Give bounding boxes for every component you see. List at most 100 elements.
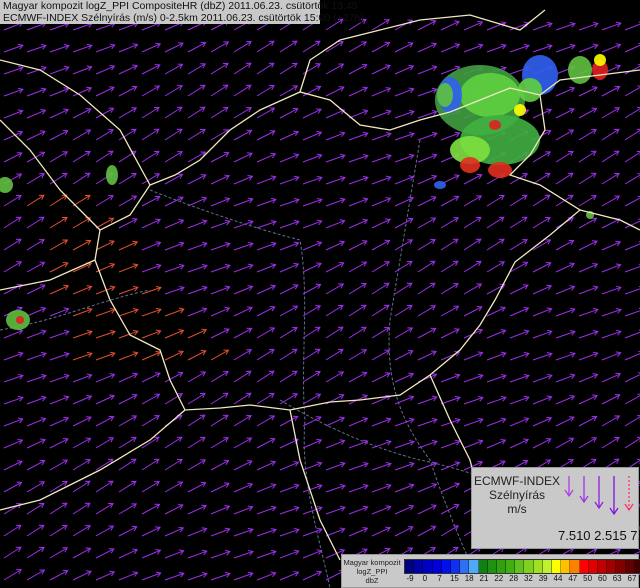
wind-arrow xyxy=(578,329,599,339)
wind-arrow xyxy=(95,437,115,449)
wind-arrow xyxy=(164,42,184,53)
wind-arrow xyxy=(95,548,115,559)
wind-arrow xyxy=(348,240,368,251)
wind-arrow xyxy=(532,194,551,207)
wind-arrow xyxy=(164,151,183,163)
wind-arrow xyxy=(49,172,68,185)
wind-arrow xyxy=(532,395,553,405)
wind-arrow xyxy=(463,460,484,471)
wind-legend-arrow xyxy=(579,476,589,504)
wind-arrow xyxy=(72,108,92,119)
wind-arrow xyxy=(49,438,69,449)
wind-legend: ECMWF-INDEX Szélnyírás m/s 7.510 2.515 7… xyxy=(471,467,640,549)
wind-arrow xyxy=(532,262,552,273)
colorbar-label-line: Magyar kompozit xyxy=(343,558,401,567)
wind-arrow xyxy=(210,527,231,537)
wind-arrow xyxy=(624,307,640,317)
wind-arrow xyxy=(371,87,392,97)
colorbar-tick-label: 44 xyxy=(553,574,563,583)
wind-arrow xyxy=(72,502,91,515)
wind-arrow xyxy=(463,417,484,427)
wind-arrow xyxy=(371,349,391,361)
wind-arrow xyxy=(187,481,207,493)
wind-arrow xyxy=(325,548,346,559)
wind-arrow xyxy=(95,394,115,405)
wind-arrow xyxy=(509,373,530,383)
wind-arrow xyxy=(141,393,161,405)
wind-arrow xyxy=(302,393,322,405)
wind-arrow xyxy=(233,306,253,317)
wind-arrow xyxy=(486,395,507,405)
wind-arrow xyxy=(256,460,277,471)
wind-arrow xyxy=(486,261,506,273)
wind-arrow xyxy=(3,351,24,361)
wind-arrow xyxy=(141,64,161,75)
wind-legend-subtitle: Szélnyírás xyxy=(488,488,546,502)
wind-arrow xyxy=(463,439,484,449)
wind-arrow xyxy=(72,217,92,229)
wind-arrow xyxy=(210,285,231,295)
wind-arrow xyxy=(187,459,207,471)
wind-arrow xyxy=(279,348,298,361)
wind-arrow xyxy=(164,393,184,405)
wind-arrow xyxy=(26,329,47,339)
wind-arrow xyxy=(348,349,368,361)
wind-arrow xyxy=(3,65,24,75)
wind-arrow xyxy=(348,261,368,273)
wind-arrow xyxy=(348,218,369,229)
wind-arrow xyxy=(555,437,575,449)
wind-arrow xyxy=(279,153,300,163)
colorbar-cell xyxy=(607,560,617,573)
wind-arrow xyxy=(118,458,137,471)
wind-arrow xyxy=(601,263,622,273)
wind-arrow xyxy=(72,416,92,427)
wind-arrow xyxy=(118,263,139,273)
wind-arrow xyxy=(624,393,640,405)
wind-arrow xyxy=(26,438,47,449)
colorbar-cell xyxy=(478,560,488,573)
wind-arrow xyxy=(164,218,185,229)
wind-arrow xyxy=(371,261,390,273)
wind-arrow xyxy=(440,260,459,273)
wind-arrow xyxy=(555,21,576,31)
wind-arrow xyxy=(417,42,438,53)
wind-arrow xyxy=(371,131,392,141)
wind-arrow xyxy=(187,219,208,229)
colorbar-tick-label: 60 xyxy=(597,574,607,583)
wind-arrow xyxy=(141,218,162,229)
wind-arrow xyxy=(3,216,22,229)
colorbar-cell xyxy=(487,560,497,573)
wind-arrow xyxy=(26,109,47,119)
wind-arrow xyxy=(624,350,640,361)
wind-arrow xyxy=(348,197,369,207)
colorbar-cell xyxy=(634,560,640,573)
wind-arrow xyxy=(187,436,206,449)
wind-arrow xyxy=(187,392,206,405)
wind-arrow xyxy=(49,524,68,537)
wind-arrow xyxy=(578,217,598,229)
radar-echo xyxy=(0,177,13,193)
wind-arrow xyxy=(210,328,230,339)
wind-arrow xyxy=(509,329,530,339)
wind-arrow xyxy=(95,150,114,163)
wind-arrow xyxy=(302,197,323,207)
wind-arrow xyxy=(417,87,438,97)
wind-arrow xyxy=(302,131,323,141)
colorbar-cell xyxy=(542,560,552,573)
radar-echo xyxy=(488,162,512,178)
wind-arrow xyxy=(26,284,46,295)
wind-arrow xyxy=(601,285,622,295)
wind-arrow xyxy=(233,349,253,361)
wind-arrow xyxy=(26,239,45,251)
wind-arrow xyxy=(256,505,277,515)
wind-arrow xyxy=(141,436,160,449)
wind-arrow xyxy=(256,571,277,581)
wind-arrow xyxy=(26,173,45,185)
wind-arrow xyxy=(348,417,369,427)
wind-arrow xyxy=(49,373,70,383)
wind-arrow xyxy=(233,219,254,229)
wind-arrow xyxy=(3,238,22,251)
colorbar-cell xyxy=(441,560,451,573)
wind-arrow xyxy=(210,219,231,229)
